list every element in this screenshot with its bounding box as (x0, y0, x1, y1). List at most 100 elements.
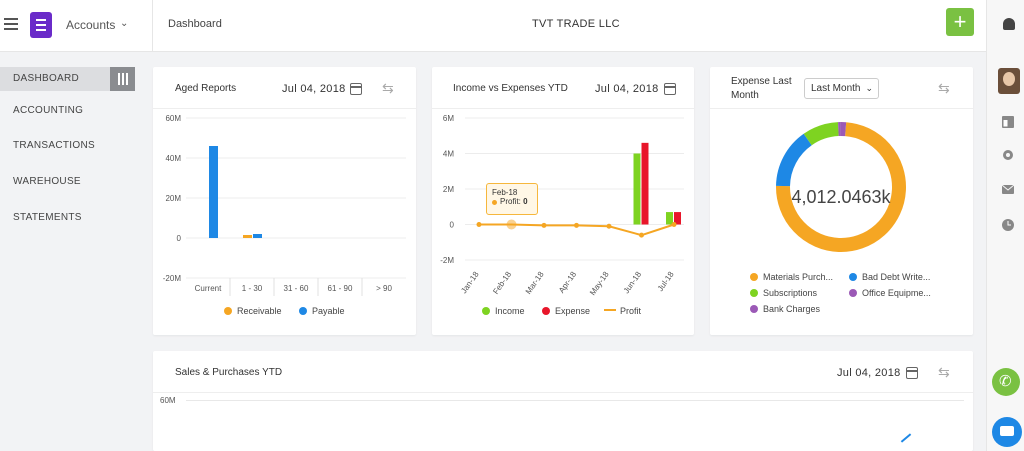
legend-profit[interactable]: Profit (604, 306, 641, 316)
profit-point (574, 222, 579, 228)
layout-icon[interactable] (1001, 115, 1015, 129)
mail-icon[interactable] (1001, 182, 1015, 196)
x-tick-label: Mar-18 (524, 270, 546, 296)
aged-reports-card (153, 67, 416, 335)
x-tick-label: 61 - 90 (328, 284, 353, 293)
expense-donut-chart (776, 122, 906, 252)
bar-expense (641, 142, 649, 225)
x-tick-label: 1 - 30 (242, 284, 263, 293)
y-tick: 60M (160, 396, 176, 405)
y-tick-label: 2M (443, 185, 454, 194)
profit-point (671, 222, 677, 227)
expense-title-line1: Expense Last (731, 76, 792, 87)
profit-point (476, 222, 482, 227)
add-button[interactable]: + (946, 8, 974, 36)
tooltip-month: Feb-18 (492, 188, 518, 197)
x-tick-label: May-18 (588, 270, 611, 297)
app-name[interactable]: Accounts (66, 18, 116, 32)
legend-bad-debt[interactable]: Bad Debt Write... (849, 272, 930, 282)
bar-receivable (243, 235, 252, 238)
y-tick-label: -20M (163, 274, 182, 283)
avatar[interactable] (998, 68, 1020, 94)
phone-button[interactable] (992, 368, 1020, 396)
chevron-down-icon[interactable]: ⌄ (120, 18, 129, 29)
y-tick-label: 60M (165, 114, 181, 123)
calendar-icon[interactable] (906, 367, 918, 379)
sidebar-item-warehouse[interactable]: WAREHOUSE (13, 176, 81, 187)
y-tick-label: 4M (443, 150, 454, 159)
sidebar-item-transactions[interactable]: TRANSACTIONS (13, 140, 95, 151)
company-name: TVT TRADE LLC (532, 18, 620, 30)
bar-payable (253, 234, 262, 238)
legend-receivable[interactable]: Receivable (224, 306, 282, 316)
legend-expense[interactable]: Expense (542, 306, 590, 316)
x-tick-label: 31 - 60 (284, 284, 309, 293)
refresh-icon[interactable]: ⇆ (938, 80, 950, 96)
y-tick-label: 40M (165, 154, 181, 163)
refresh-icon[interactable]: ⇆ (938, 364, 950, 380)
x-tick-label: Jun-18 (622, 270, 644, 296)
calendar-icon[interactable] (350, 83, 362, 95)
sales-purchases-date: Jul 04, 2018 (837, 367, 901, 379)
profit-point (639, 232, 644, 238)
legend-office[interactable]: Office Equipme... (849, 288, 931, 298)
bar-income (633, 153, 641, 225)
breadcrumb: Dashboard (168, 18, 222, 30)
sidebar-item-statements[interactable]: STATEMENTS (13, 212, 82, 223)
profit-point (541, 222, 547, 228)
bar-payable (209, 146, 218, 238)
calendar-icon[interactable] (664, 83, 676, 95)
income-expenses-chart: 6M 4M 2M 0 -2M Jan-18 Feb-18 Mar-18 Apr-18 May-18… (440, 114, 684, 297)
bell-icon[interactable] (1003, 18, 1015, 30)
gear-icon[interactable] (1001, 148, 1015, 162)
expense-title-line2: Month (731, 90, 759, 101)
gridline (186, 400, 964, 401)
aged-reports-chart: 60M 40M 20M 0 -20M Current 1 - 30 31 - 60 61 - 9… (163, 114, 406, 296)
chat-button[interactable] (992, 417, 1022, 447)
y-tick-label: 0 (177, 234, 182, 243)
income-expenses-date: Jul 04, 2018 (595, 83, 659, 95)
donut-slice (776, 122, 906, 252)
tooltip-value: 0 (523, 197, 528, 206)
aged-reports-title: Aged Reports (175, 83, 237, 94)
top-bar (0, 0, 1024, 52)
donut-center-value: 4,012.0463k (791, 187, 891, 207)
legend-payable[interactable]: Payable (299, 306, 345, 316)
legend-subscriptions[interactable]: Subscriptions (750, 288, 817, 298)
legend-income[interactable]: Income (482, 306, 525, 316)
sidebar-item-active[interactable] (0, 67, 110, 91)
income-expenses-title: Income vs Expenses YTD (453, 83, 568, 94)
bar-expense (674, 212, 681, 225)
filter-icon[interactable] (110, 67, 135, 91)
x-tick-label: Jan-18 (459, 270, 481, 296)
menu-icon[interactable] (4, 15, 18, 30)
refresh-icon[interactable]: ⇆ (382, 80, 394, 96)
period-select[interactable]: Last Month ⌄ (804, 78, 879, 99)
profit-point (506, 219, 517, 230)
x-tick-label: Jul-18 (656, 270, 676, 293)
sales-purchases-card (153, 351, 973, 451)
legend-bank[interactable]: Bank Charges (750, 304, 820, 314)
bar-income (666, 212, 673, 225)
income-expenses-card (432, 67, 694, 335)
donut-slice (803, 122, 839, 146)
y-tick-label: 6M (443, 114, 454, 123)
donut-slice (776, 133, 812, 187)
sidebar (0, 52, 153, 451)
clock-icon[interactable] (1001, 218, 1015, 232)
x-tick-label: Feb-18 (491, 270, 513, 296)
aged-reports-date: Jul 04, 2018 (282, 83, 346, 95)
x-tick-label: Apr-18 (557, 270, 578, 295)
y-tick-label: 20M (165, 194, 181, 203)
sidebar-item-dashboard[interactable]: DASHBOARD (13, 73, 80, 84)
sidebar-item-accounting[interactable]: ACCOUNTING (13, 105, 84, 116)
app-logo (30, 12, 52, 38)
divider (152, 0, 153, 52)
x-tick-label: Current (195, 284, 222, 293)
y-tick-label: 0 (450, 221, 455, 230)
x-tick-label: > 90 (376, 284, 392, 293)
chart-tooltip: Feb-18 Profit: 0 (486, 183, 538, 215)
y-tick-label: -2M (440, 256, 454, 265)
tooltip-label: Profit: (500, 197, 521, 206)
legend-materials[interactable]: Materials Purch... (750, 272, 833, 282)
